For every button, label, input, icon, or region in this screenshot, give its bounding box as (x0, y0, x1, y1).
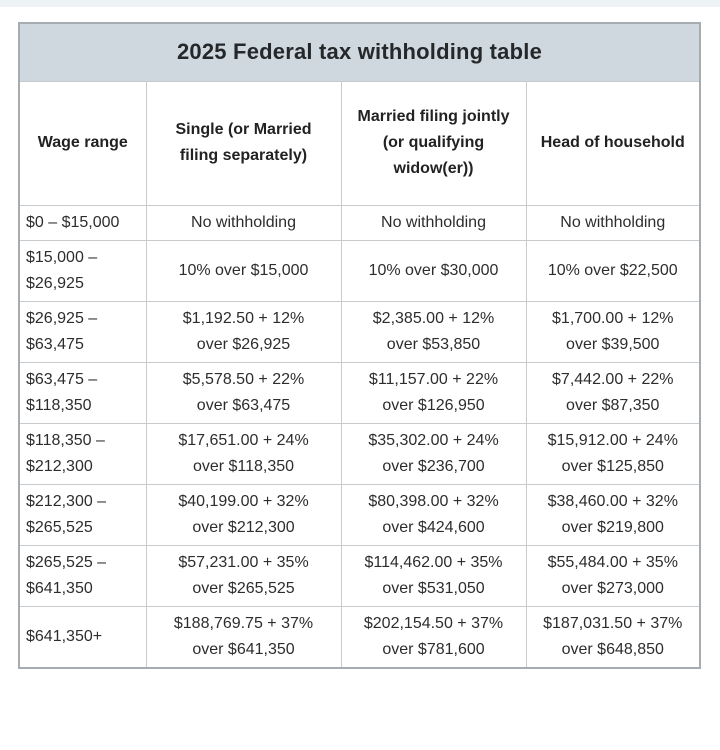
cell-married-jointly: No withholding (340, 204, 527, 241)
cell-married-jointly: 10% over $30,000 (340, 239, 527, 302)
title-row: 2025 Federal tax withholding table (18, 22, 701, 82)
table-title: 2025 Federal tax withholding table (18, 22, 701, 82)
cell-head-of-household: $55,484.00 + 35% over $273,000 (525, 544, 701, 607)
cell-head-of-household: $15,912.00 + 24% over $125,850 (525, 422, 701, 485)
cell-wage-range: $212,300 – $265,525 (18, 483, 147, 546)
cell-married-jointly: $2,385.00 + 12% over $53,850 (340, 300, 527, 363)
table-row: $15,000 – $26,925 10% over $15,000 10% o… (18, 239, 701, 302)
table-row: $265,525 – $641,350 $57,231.00 + 35% ove… (18, 544, 701, 607)
column-header-wage-range: Wage range (18, 80, 147, 206)
cell-wage-range: $15,000 – $26,925 (18, 239, 147, 302)
cell-head-of-household: $7,442.00 + 22% over $87,350 (525, 361, 701, 424)
cell-single: $57,231.00 + 35% over $265,525 (145, 544, 342, 607)
cell-married-jointly: $11,157.00 + 22% over $126,950 (340, 361, 527, 424)
cell-single: $188,769.75 + 37% over $641,350 (145, 605, 342, 668)
cell-wage-range: $26,925 – $63,475 (18, 300, 147, 363)
header-row: Wage range Single (or Married filing sep… (18, 80, 701, 206)
top-edge-strip (0, 0, 720, 7)
cell-married-jointly: $202,154.50 + 37% over $781,600 (340, 605, 527, 668)
cell-single: No withholding (145, 204, 342, 241)
cell-head-of-household: No withholding (525, 204, 701, 241)
table-row: $63,475 – $118,350 $5,578.50 + 22% over … (18, 361, 701, 424)
table-row: $212,300 – $265,525 $40,199.00 + 32% ove… (18, 483, 701, 546)
column-header-married-jointly: Married filing jointly (or qualifying wi… (340, 80, 527, 206)
tax-withholding-table: 2025 Federal tax withholding table Wage … (18, 22, 701, 669)
cell-wage-range: $118,350 – $212,300 (18, 422, 147, 485)
cell-single: 10% over $15,000 (145, 239, 342, 302)
cell-married-jointly: $35,302.00 + 24% over $236,700 (340, 422, 527, 485)
cell-head-of-household: $187,031.50 + 37% over $648,850 (525, 605, 701, 668)
cell-single: $17,651.00 + 24% over $118,350 (145, 422, 342, 485)
cell-wage-range: $63,475 – $118,350 (18, 361, 147, 424)
cell-married-jointly: $114,462.00 + 35% over $531,050 (340, 544, 527, 607)
cell-single: $40,199.00 + 32% over $212,300 (145, 483, 342, 546)
cell-head-of-household: $38,460.00 + 32% over $219,800 (525, 483, 701, 546)
cell-wage-range: $641,350+ (18, 605, 147, 668)
cell-single: $5,578.50 + 22% over $63,475 (145, 361, 342, 424)
cell-married-jointly: $80,398.00 + 32% over $424,600 (340, 483, 527, 546)
table-row: $641,350+ $188,769.75 + 37% over $641,35… (18, 605, 701, 668)
column-header-single: Single (or Married filing separately) (145, 80, 342, 206)
cell-head-of-household: 10% over $22,500 (525, 239, 701, 302)
table-row: $26,925 – $63,475 $1,192.50 + 12% over $… (18, 300, 701, 363)
column-header-head-of-household: Head of household (525, 80, 701, 206)
cell-wage-range: $265,525 – $641,350 (18, 544, 147, 607)
cell-head-of-household: $1,700.00 + 12% over $39,500 (525, 300, 701, 363)
table-row: $0 – $15,000 No withholding No withholdi… (18, 204, 701, 241)
cell-wage-range: $0 – $15,000 (18, 204, 147, 241)
table-row: $118,350 – $212,300 $17,651.00 + 24% ove… (18, 422, 701, 485)
cell-single: $1,192.50 + 12% over $26,925 (145, 300, 342, 363)
